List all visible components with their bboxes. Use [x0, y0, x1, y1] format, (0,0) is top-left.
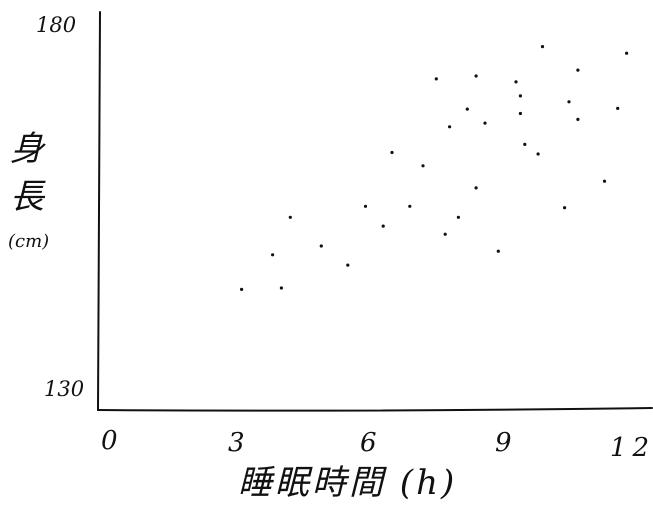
data-point-33	[625, 51, 629, 55]
data-point-29	[576, 68, 580, 72]
data-point-22	[518, 94, 523, 98]
data-point-12	[434, 77, 438, 81]
data-point-1	[240, 287, 244, 291]
data-point-15	[456, 215, 460, 219]
data-point-21	[514, 80, 518, 84]
data-point-14	[448, 125, 452, 129]
x-tick-label: 6	[360, 428, 377, 458]
data-point-19	[483, 121, 487, 125]
data-point-32	[616, 106, 620, 110]
y-axis-label-char-2: 長	[10, 177, 46, 217]
data-point-2	[279, 286, 283, 290]
data-point-30	[576, 117, 580, 121]
data-point-10	[408, 204, 412, 208]
data-point-8	[381, 224, 385, 228]
data-point-7	[363, 204, 368, 208]
data-point-26	[540, 45, 545, 49]
data-point-16	[465, 107, 469, 111]
data-point-27	[563, 206, 567, 210]
data-point-4	[288, 215, 292, 219]
y-tick-label-max: 180	[36, 13, 76, 37]
x-tick-label: 12	[610, 433, 653, 463]
data-point-3	[271, 253, 275, 257]
data-point-24	[523, 142, 527, 146]
x-axis-line	[97, 407, 653, 412]
data-point-23	[518, 111, 523, 116]
y-axis-label-char-1: 身	[10, 129, 46, 169]
x-tick-label: 3	[228, 428, 245, 458]
x-axis-label: 睡眠時間 (h)	[238, 463, 457, 503]
data-point-5	[319, 244, 323, 248]
data-point-25	[536, 152, 540, 156]
data-point-17	[474, 74, 478, 78]
data-point-6	[346, 263, 350, 267]
data-point-20	[496, 249, 500, 253]
y-tick-label-min: 130	[44, 377, 84, 401]
data-point-31	[602, 179, 607, 183]
y-axis-line	[97, 11, 101, 411]
data-point-13	[443, 232, 447, 236]
y-axis-label-unit: (cm)	[8, 231, 49, 252]
data-points	[240, 45, 629, 291]
x-tick-label: 0	[101, 426, 118, 456]
data-point-9	[390, 150, 394, 155]
data-point-11	[421, 164, 425, 168]
data-point-18	[474, 186, 478, 190]
data-point-28	[567, 100, 571, 104]
x-tick-label: 9	[495, 428, 512, 458]
